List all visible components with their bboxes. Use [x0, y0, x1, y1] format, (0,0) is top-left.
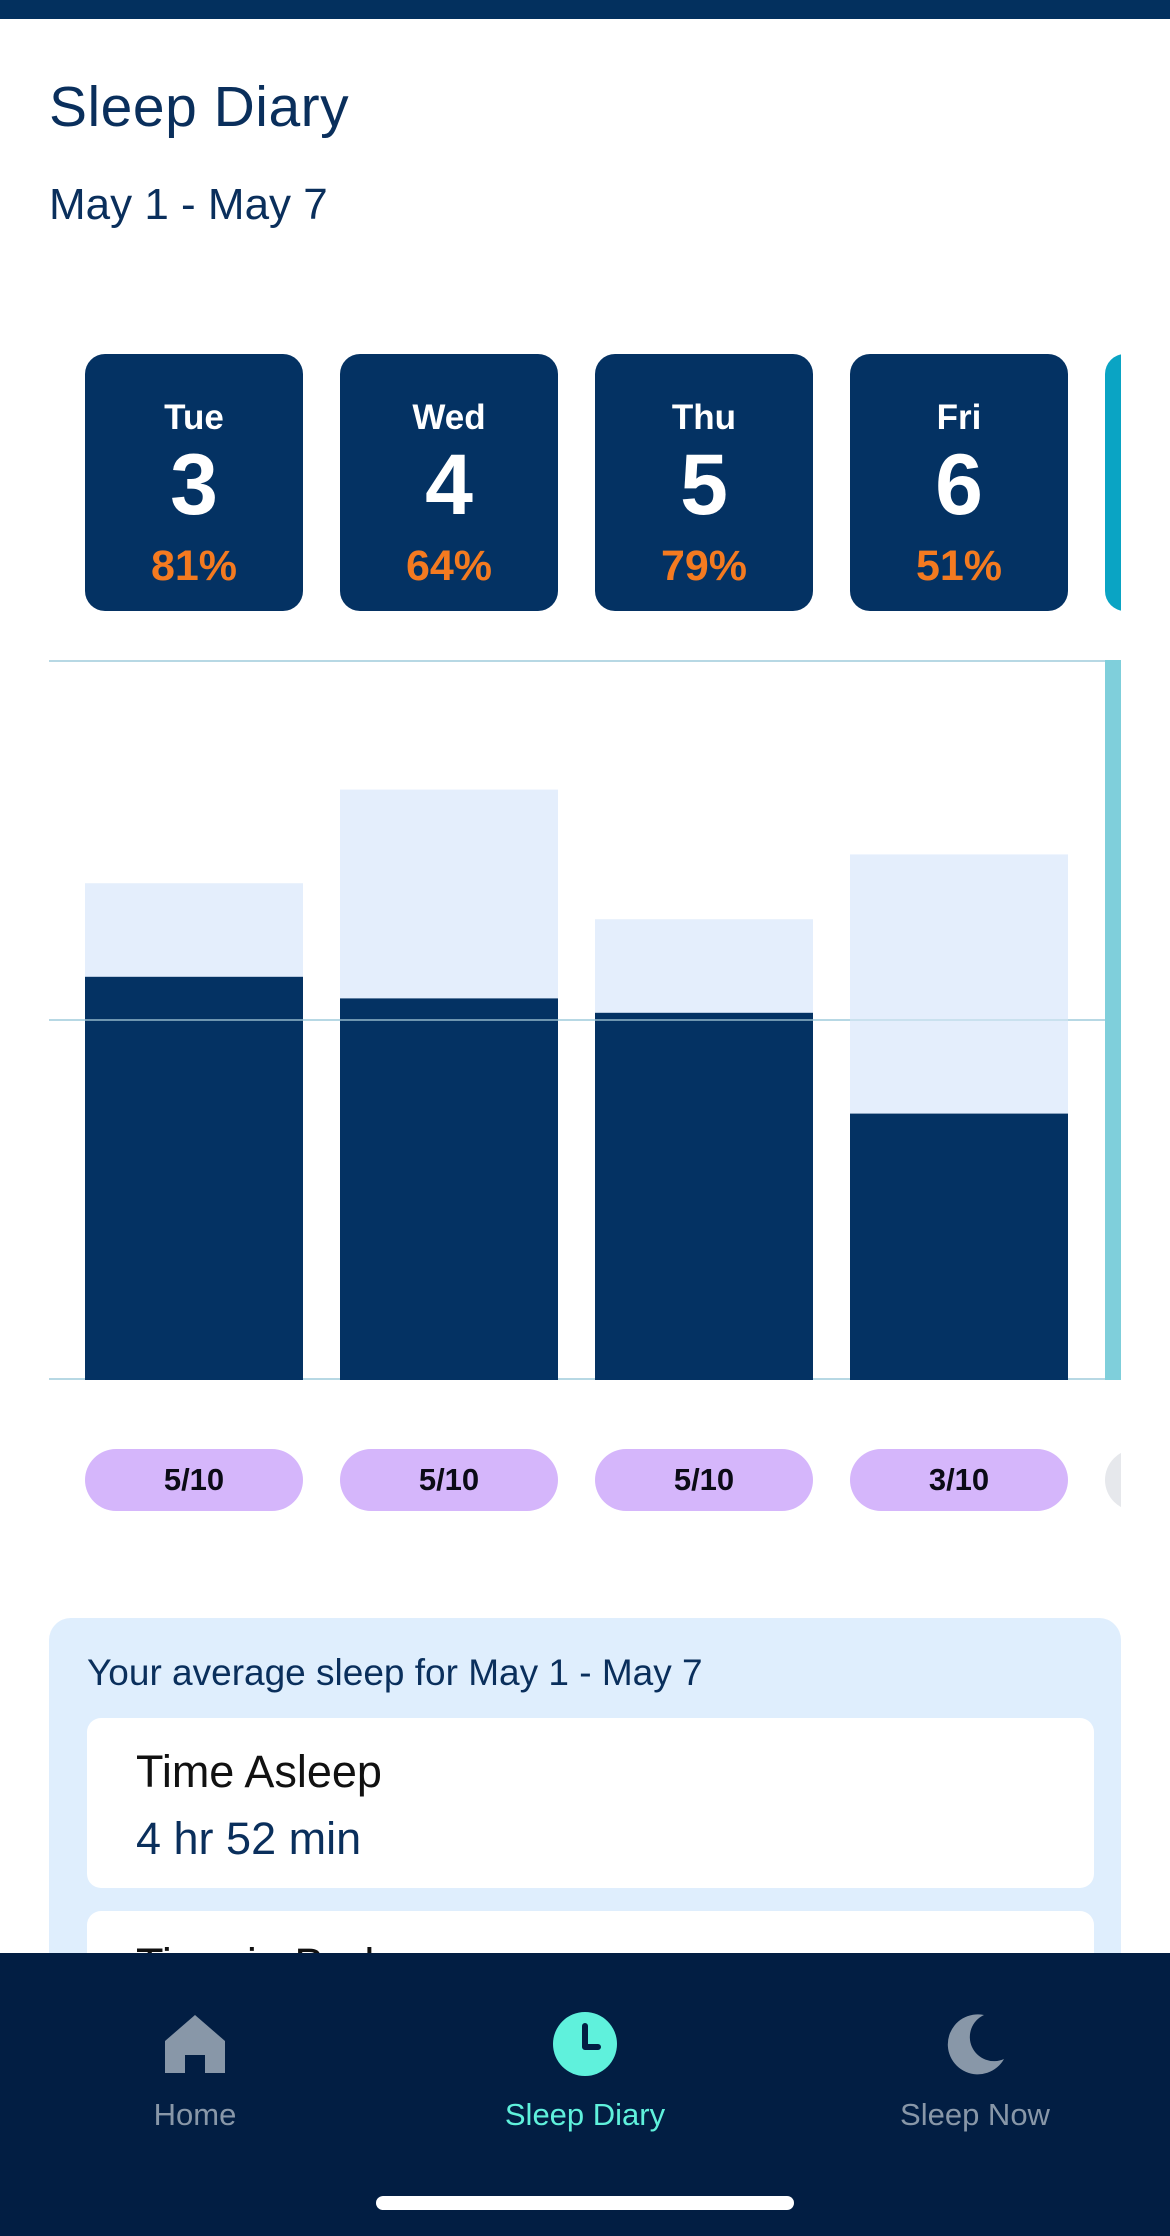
sleep-bars-plot: [49, 660, 1121, 1380]
day-card-next[interactable]: [1105, 354, 1121, 611]
day-name: Fri: [936, 398, 982, 437]
tab-label: Sleep Now: [900, 2097, 1050, 2132]
time-asleep-bar: [85, 976, 303, 1380]
day-card-thu[interactable]: Thu 5 79%: [595, 354, 813, 611]
day-card-fri[interactable]: Fri 6 51%: [850, 354, 1068, 611]
sleep-rating-pill[interactable]: 3/10: [850, 1449, 1068, 1511]
sleep-rating-pill[interactable]: 5/10: [595, 1449, 813, 1511]
tab-home[interactable]: Home: [0, 1953, 390, 2153]
sleep-rating-pill-next[interactable]: [1105, 1449, 1121, 1511]
sleep-efficiency: 51%: [915, 542, 1003, 590]
sleep-efficiency: 64%: [405, 542, 493, 590]
home-indicator: [376, 2196, 794, 2210]
tab-label: Home: [153, 2097, 237, 2132]
stat-value: 4 hr 52 min: [136, 1813, 362, 1864]
home-icon: [165, 2015, 225, 2073]
stat-label: Time Asleep: [136, 1746, 382, 1797]
day-date: 5: [680, 437, 728, 533]
clock-icon: [553, 2012, 617, 2076]
top-status-strip: [0, 0, 1170, 19]
day-date: 4: [425, 437, 473, 533]
day-name: Thu: [671, 398, 737, 437]
sleep-rating-pill[interactable]: 5/10: [340, 1449, 558, 1511]
day-date: 3: [170, 437, 218, 533]
page-title: Sleep Diary: [49, 75, 350, 139]
date-range: May 1 - May 7: [49, 180, 328, 229]
time-asleep-bar: [595, 1012, 813, 1380]
sleep-efficiency: 79%: [660, 542, 748, 590]
selected-day-accent: [1105, 660, 1121, 1380]
sleep-bars-svg: [49, 660, 1121, 1380]
sleep-efficiency: 81%: [150, 542, 238, 590]
time-asleep-bar: [340, 998, 558, 1380]
tab-sleep-diary[interactable]: Sleep Diary: [390, 1953, 780, 2153]
day-card-tue[interactable]: Tue 3 81%: [85, 354, 303, 611]
bottom-tab-bar: Home Sleep Diary Sleep Now: [0, 1953, 1170, 2236]
moon-icon: [947, 2014, 1004, 2075]
average-sleep-title: Your average sleep for May 1 - May 7: [87, 1652, 703, 1693]
tab-label: Sleep Diary: [504, 2097, 666, 2132]
day-name: Wed: [412, 398, 486, 437]
day-name: Tue: [164, 398, 224, 437]
tab-sleep-now[interactable]: Sleep Now: [780, 1953, 1170, 2153]
day-card-wed[interactable]: Wed 4 64%: [340, 354, 558, 611]
day-date: 6: [935, 437, 983, 533]
sleep-week-chart[interactable]: Tue 3 81% Wed 4 64% Thu 5 79% Fri 6 51% …: [49, 340, 1121, 1540]
time-asleep-bar: [850, 1113, 1068, 1380]
stat-card-time-asleep: Time Asleep 4 hr 52 min: [87, 1718, 1094, 1888]
sleep-rating-pill[interactable]: 5/10: [85, 1449, 303, 1511]
